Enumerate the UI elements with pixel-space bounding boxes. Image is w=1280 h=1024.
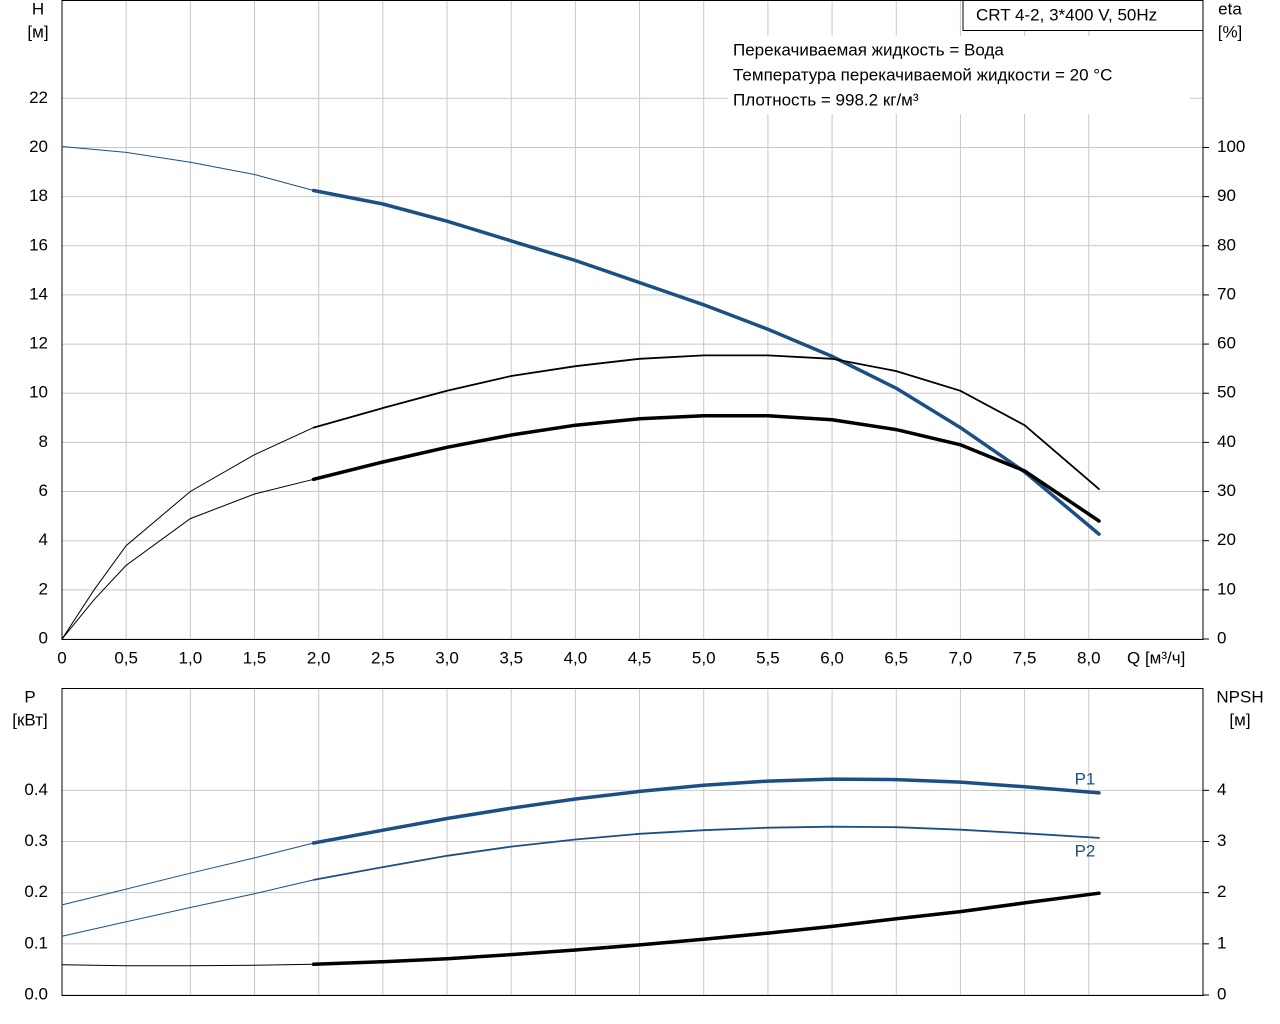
x-tick-label: 3,0 (435, 648, 459, 667)
curve-label: P2 (1075, 841, 1096, 860)
y-tick-label: 22 (29, 88, 48, 107)
y-tick-label: 2 (39, 579, 48, 598)
y-tick-label: 14 (29, 284, 48, 303)
y2-tick-label: 10 (1217, 579, 1236, 598)
y-tick-label: 0.2 (24, 882, 48, 901)
curve (61, 146, 315, 191)
x-tick-label: 5,5 (756, 648, 780, 667)
plot-frame (61, 688, 1204, 996)
x-axis-label: Q [м³/ч] (1127, 648, 1185, 667)
y2-tick-label: 2 (1217, 882, 1226, 901)
y2-tick-label: 70 (1217, 284, 1236, 303)
info-line: Плотность = 998.2 кг/м³ (733, 90, 919, 109)
y-tick-label: 10 (29, 383, 48, 402)
y2-axis-unit: [%] (1218, 22, 1243, 41)
info-box (728, 36, 1190, 114)
x-tick-label: 3,5 (499, 648, 523, 667)
curve (61, 478, 315, 640)
y-axis-label: P (24, 687, 35, 706)
curve (312, 825, 1100, 881)
y-tick-label: 0.0 (24, 984, 48, 1003)
curve (311, 188, 1101, 536)
y2-tick-label: 20 (1217, 530, 1236, 549)
x-label-bg (1120, 646, 1200, 672)
x-tick-label: 4,5 (628, 648, 652, 667)
y-tick-label: 12 (29, 334, 48, 353)
curve (312, 354, 1100, 490)
y-tick-label: 6 (39, 481, 48, 500)
y2-tick-label: 60 (1217, 334, 1236, 353)
curve (61, 842, 315, 906)
x-tick-label: 7,5 (1013, 648, 1037, 667)
chart-title: CRT 4-2, 3*400 V, 50Hz (976, 5, 1157, 24)
curve (61, 963, 315, 967)
x-tick-label: 7,0 (949, 648, 973, 667)
y-tick-label: 4 (39, 530, 48, 549)
y-tick-label: 18 (29, 186, 48, 205)
y2-axis-unit: [м] (1229, 710, 1250, 729)
curve (311, 777, 1101, 845)
x-tick-label: 2,0 (307, 648, 331, 667)
y-tick-label: 16 (29, 235, 48, 254)
y2-tick-label: 80 (1217, 235, 1236, 254)
y2-axis-label: eta (1218, 0, 1242, 18)
y-axis-unit: [кВт] (12, 710, 47, 729)
x-tick-label: 6,5 (884, 648, 908, 667)
x-tick-label: 4,0 (564, 648, 588, 667)
y2-tick-label: 100 (1217, 137, 1245, 156)
y-tick-label: 0.4 (24, 780, 48, 799)
y2-axis-label: NPSH (1216, 687, 1263, 706)
y-tick-label: 0.1 (24, 933, 48, 952)
info-line: Перекачиваемая жидкость = Вода (733, 40, 1004, 59)
y2-tick-label: 4 (1217, 780, 1226, 799)
curve (311, 891, 1101, 967)
y-tick-label: 0.3 (24, 831, 48, 850)
curve (61, 427, 315, 640)
curve (61, 879, 315, 937)
x-tick-label: 8,0 (1077, 648, 1101, 667)
y-axis-label: H (32, 0, 44, 18)
y-axis-unit: [м] (27, 22, 48, 41)
y2-tick-label: 1 (1217, 933, 1226, 952)
y2-tick-label: 40 (1217, 432, 1236, 451)
y2-tick-label: 0 (1217, 984, 1226, 1003)
x-tick-label: 5,0 (692, 648, 716, 667)
y2-tick-label: 90 (1217, 186, 1236, 205)
curve (311, 414, 1101, 523)
x-tick-label: 0 (57, 648, 66, 667)
x-tick-label: 1,0 (179, 648, 203, 667)
y-tick-label: 20 (29, 137, 48, 156)
title-box (962, 0, 1204, 31)
curve-label: P1 (1075, 769, 1096, 788)
y2-tick-label: 30 (1217, 481, 1236, 500)
x-tick-label: 0,5 (114, 648, 138, 667)
plot-frame (61, 0, 1204, 640)
info-line: Температура перекачиваемой жидкости = 20… (733, 65, 1112, 84)
y-tick-label: 8 (39, 432, 48, 451)
x-tick-label: 1,5 (243, 648, 267, 667)
y2-tick-label: 50 (1217, 383, 1236, 402)
x-tick-label: 2,5 (371, 648, 395, 667)
y2-tick-label: 0 (1217, 628, 1226, 647)
y2-tick-label: 3 (1217, 831, 1226, 850)
x-tick-label: 6,0 (820, 648, 844, 667)
y-tick-label: 0 (39, 628, 48, 647)
